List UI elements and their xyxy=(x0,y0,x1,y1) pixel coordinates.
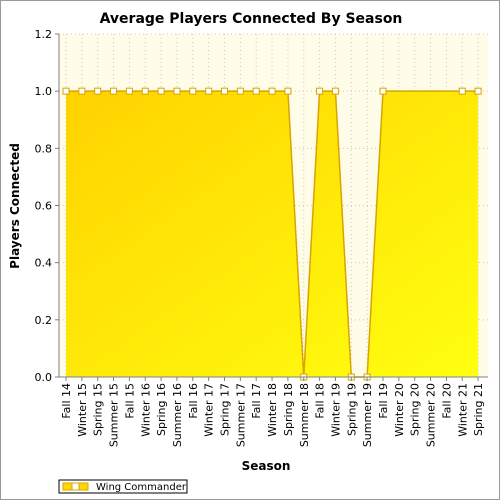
x-tick-label: Winter 18 xyxy=(266,383,279,437)
x-axis-title: Season xyxy=(242,459,291,473)
data-point-marker xyxy=(157,87,165,95)
data-point-marker xyxy=(94,87,102,95)
data-point-marker xyxy=(62,87,70,95)
x-tick-label: Spring 18 xyxy=(282,383,295,436)
data-point-marker xyxy=(189,87,197,95)
data-point-marker xyxy=(331,87,339,95)
legend-label: Wing Commander xyxy=(96,482,187,493)
x-tick-label: Winter 21 xyxy=(456,383,469,437)
y-tick-label: 0.4 xyxy=(35,257,53,270)
area-layer xyxy=(66,90,479,378)
legend-marker xyxy=(71,482,80,491)
y-tick-label: 0.6 xyxy=(35,200,53,213)
x-tick-label: Winter 19 xyxy=(329,383,342,437)
x-tick-label: Winter 17 xyxy=(203,383,216,437)
x-tick-label: Spring 15 xyxy=(92,383,105,436)
x-tick-label: Spring 19 xyxy=(345,383,358,436)
legend-box xyxy=(58,479,188,494)
x-tick-label: Spring 21 xyxy=(472,383,485,436)
y-tick-label: 0.0 xyxy=(35,371,53,384)
x-tick-label: Summer 15 xyxy=(108,383,121,447)
marker-layer xyxy=(62,87,482,381)
y-tick-label: 1.2 xyxy=(35,28,53,41)
x-tick-label: Winter 20 xyxy=(393,383,406,437)
y-tick-label: 0.2 xyxy=(35,314,53,327)
x-tick-label: Fall 15 xyxy=(123,383,136,419)
x-tick-label: Summer 17 xyxy=(234,383,247,447)
x-tick-label: Winter 15 xyxy=(76,383,89,437)
x-tick-label: Winter 16 xyxy=(139,383,152,437)
data-point-marker xyxy=(316,87,324,95)
x-tick-label: Fall 17 xyxy=(250,383,263,419)
x-tick-label: Fall 18 xyxy=(314,383,327,419)
x-tick-label: Fall 16 xyxy=(187,383,200,419)
y-tick-label: 0.8 xyxy=(35,142,53,155)
x-tick-label: Spring 17 xyxy=(219,383,232,436)
x-tick-label: Spring 16 xyxy=(155,383,168,436)
x-ticks: Fall 14 Winter 15 Spring 15 Summer 15 Fall 1… xyxy=(60,377,485,447)
chart-title: Average Players Connected By Season xyxy=(100,11,403,27)
data-point-marker xyxy=(173,87,181,95)
x-tick-label: Summer 18 xyxy=(298,383,311,447)
data-point-marker xyxy=(221,87,228,95)
y-tick-label: 1.0 xyxy=(35,85,53,98)
y-axis-title: Players Connected xyxy=(8,143,22,269)
x-tick-label: Fall 19 xyxy=(377,383,390,419)
data-point-marker xyxy=(141,87,149,95)
x-tick-label: Summer 19 xyxy=(361,383,374,447)
data-point-marker xyxy=(284,87,292,95)
data-point-marker xyxy=(252,87,260,95)
x-tick-label: Summer 16 xyxy=(171,383,184,447)
data-point-marker xyxy=(110,87,118,95)
data-point-marker xyxy=(78,87,86,95)
data-point-marker xyxy=(236,87,244,95)
data-point-marker xyxy=(458,87,466,95)
x-tick-label: Spring 20 xyxy=(409,383,422,436)
data-point-marker xyxy=(205,87,213,95)
data-point-marker xyxy=(268,87,276,95)
legend: Wing Commander xyxy=(58,479,188,494)
data-point-marker xyxy=(474,87,482,95)
x-tick-label: Summer 20 xyxy=(425,383,438,447)
x-tick-label: Fall 20 xyxy=(440,383,453,419)
data-point-marker xyxy=(379,87,387,95)
y-ticks: 0.0 0.2 0.4 0.6 0.8 1.0 1.2 xyxy=(35,28,59,384)
series-area xyxy=(66,91,479,378)
data-point-marker xyxy=(125,87,133,95)
x-tick-label: Fall 14 xyxy=(60,383,73,419)
